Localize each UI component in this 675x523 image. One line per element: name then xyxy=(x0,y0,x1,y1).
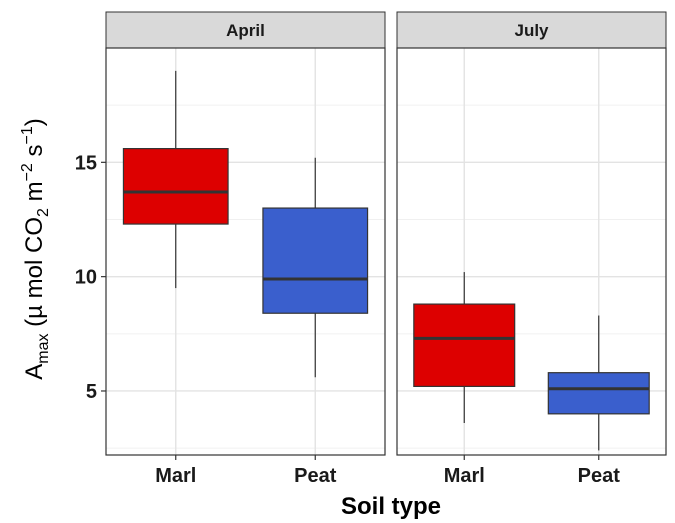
y-axis-title-part: ) xyxy=(21,118,48,126)
iqr-box-july-marl xyxy=(413,303,516,388)
panel-april: April Marl Peat xyxy=(105,11,386,487)
panel-border-july xyxy=(396,47,667,456)
x-tick-label-april-marl: Marl xyxy=(155,465,196,487)
iqr-box-april-peat xyxy=(262,207,369,314)
strip-april xyxy=(105,11,386,49)
y-axis-title-part: 2 xyxy=(35,208,52,217)
x-axis-title: Soil type xyxy=(341,493,441,520)
box-april-marl xyxy=(122,70,229,289)
x-tick-label-april-peat: Peat xyxy=(294,465,337,487)
box-april-peat xyxy=(262,157,369,378)
panel-border-april xyxy=(105,47,386,456)
y-axis-title-part: −1 xyxy=(19,126,36,144)
y-axis-title-part: s xyxy=(21,145,48,164)
y-axis-title-part: −2 xyxy=(19,163,36,181)
strip-label-april: April xyxy=(226,21,265,40)
strip-label-july: July xyxy=(514,21,549,40)
y-tick-label-10: 10 xyxy=(75,267,97,289)
y-axis-title-part: m xyxy=(21,181,48,208)
y-tick-label-15: 15 xyxy=(75,152,97,174)
y-axis-title-part: max xyxy=(35,334,52,364)
y-axis-title-part: (µ mol CO xyxy=(21,217,48,334)
x-tick-label-july-marl: Marl xyxy=(444,465,485,487)
box-july-marl xyxy=(413,272,516,423)
x-tick-label-july-peat: Peat xyxy=(578,465,621,487)
box-july-peat xyxy=(547,315,650,451)
panel-july: July Marl Peat xyxy=(396,11,667,487)
panels: April Marl Peat July Marl Peat 5 10 15 xyxy=(75,11,667,487)
iqr-box-april-marl xyxy=(122,148,229,225)
strip-july xyxy=(396,11,667,49)
y-axis-title: Amax (µ mol CO2 m−2 s−1) xyxy=(19,118,52,380)
y-axis-title-part: A xyxy=(21,364,48,380)
y-tick-label-5: 5 xyxy=(86,381,97,403)
iqr-box-july-peat xyxy=(547,372,650,415)
